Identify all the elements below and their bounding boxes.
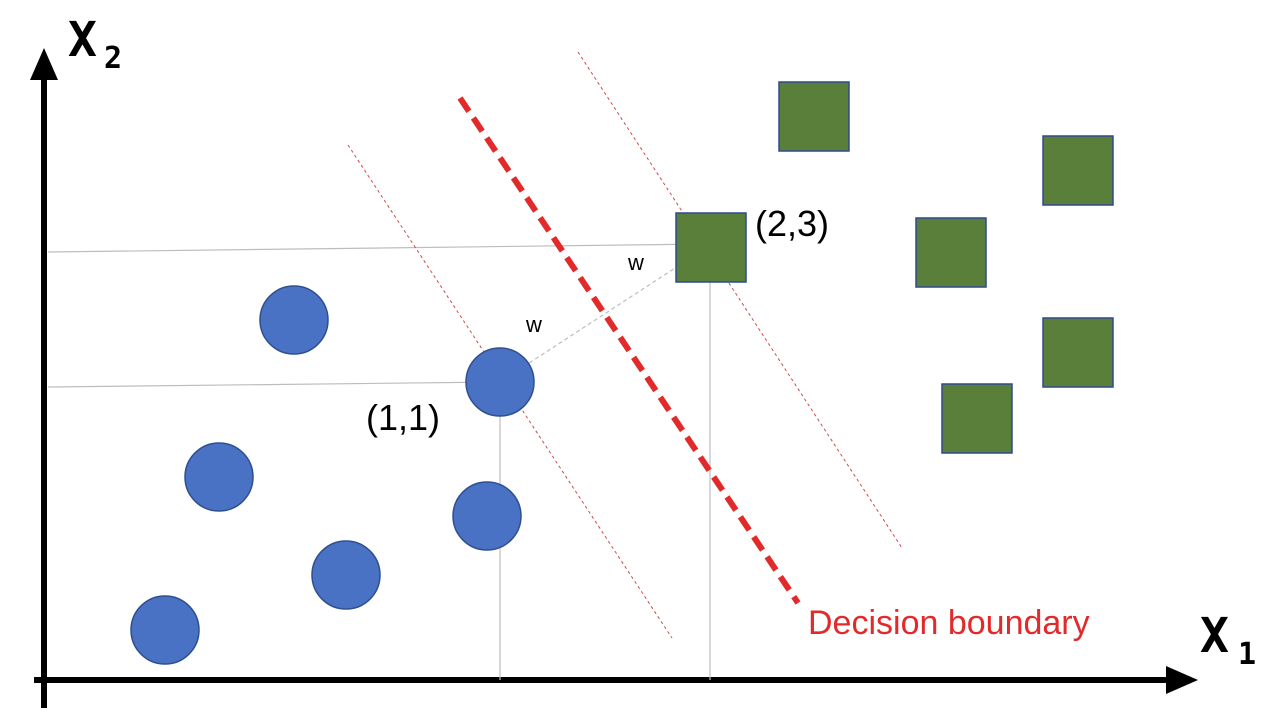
guide-line-horizontal-lower (47, 381, 501, 388)
circle-point (311, 540, 381, 610)
w-label-lower: w (525, 312, 542, 337)
guide-line-horizontal-upper (47, 243, 711, 253)
point-label-a: (1,1) (366, 397, 440, 438)
y-axis-label: X (68, 12, 97, 68)
square-point-support (675, 212, 747, 283)
x-axis-subscript: 1 (1238, 637, 1256, 672)
decision-boundary-line (457, 96, 801, 605)
square-point (941, 383, 1013, 454)
square-point (1042, 317, 1114, 388)
circle-point-support (465, 347, 535, 417)
x-axis-label: X (1200, 608, 1229, 664)
square-point (1042, 135, 1114, 206)
square-point (778, 81, 850, 152)
w-label-upper: w (627, 250, 644, 275)
circle-point (184, 442, 254, 512)
y-axis-subscript: 2 (104, 41, 122, 76)
decision-boundary-label: Decision boundary (808, 604, 1090, 642)
x-axis-arrow (1166, 666, 1198, 694)
circle-point (259, 285, 329, 355)
y-axis-arrow (30, 48, 58, 80)
margin-line-right (577, 51, 903, 549)
circle-point (130, 595, 200, 665)
point-label-b: (2,3) (755, 203, 829, 244)
square-point (915, 217, 987, 288)
circle-point (452, 481, 522, 551)
